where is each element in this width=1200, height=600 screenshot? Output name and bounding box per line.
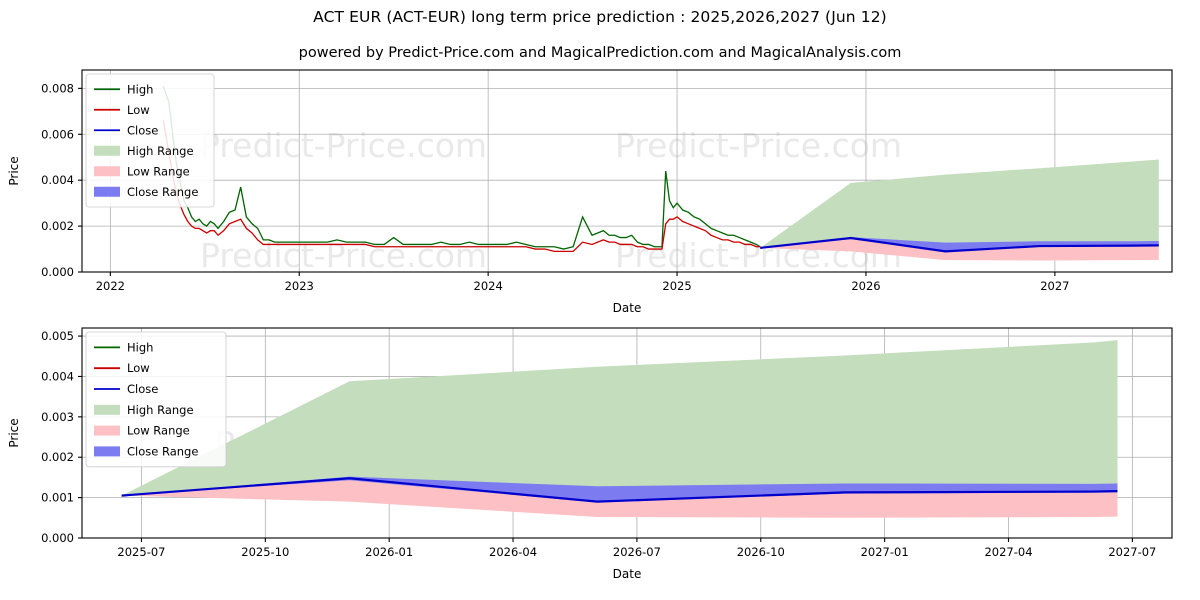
y-axis-title: Price: [7, 418, 21, 447]
high-range-band: [760, 159, 1159, 252]
y-tick-label: 0.002: [41, 219, 74, 233]
top-chart-panel: Predict-Price.com Predict-Price.com Predic…: [0, 62, 1200, 312]
page-subtitle: powered by Predict-Price.com and Magical…: [298, 45, 902, 61]
chart-legend: High Low Close High Range Low Range Close Ran…: [85, 73, 215, 208]
x-tick-label: 2025: [662, 279, 691, 293]
x-tick-label: 2027-04: [984, 545, 1032, 559]
legend-item-label: Low: [127, 361, 150, 375]
x-axis-title: Date: [613, 567, 642, 581]
axes: 0.000 0.001 0.002 0.003 0.004 0.005 2025-07 202…: [41, 329, 1156, 559]
x-tick-label: 2026-04: [489, 545, 537, 559]
legend-item-label: Close Range: [127, 185, 198, 199]
plot-border: [81, 327, 1173, 539]
close-line: [121, 477, 1118, 503]
bottom-chart-svg: Predict-Price.comPredict-Price.com0.0000…: [7, 327, 1173, 581]
y-tick-label: 0.005: [41, 329, 74, 343]
legend-item-label: High Range: [127, 144, 194, 158]
x-tick-label: 2023: [285, 279, 314, 293]
y-tick-label: 0.004: [41, 173, 74, 187]
watermark-text: Predict-Price.com: [615, 126, 902, 165]
watermark-group: Predict-Price.com Predict-Price.comPredic…: [200, 126, 902, 272]
page-title: ACT EUR (ACT-EUR) long term price predic…: [313, 8, 887, 26]
legend-patch-swatch: [94, 186, 120, 197]
legend-item-label: Close: [127, 382, 158, 396]
y-axis-title: Price: [7, 156, 21, 185]
y-tick-label: 0.004: [41, 369, 74, 383]
x-tick-label: 2026: [851, 279, 880, 293]
legend-patch-swatch: [94, 404, 120, 415]
x-tick-label: 2024: [474, 279, 503, 293]
y-tick-label: 0.000: [41, 531, 74, 545]
y-tick-label: 0.000: [41, 265, 74, 279]
legend-item-label: High: [127, 82, 153, 96]
x-tick-label: 2022: [96, 279, 125, 293]
chart-legend: High Low Close High Range Low Range Close Ran…: [85, 331, 227, 468]
plot-area: [162, 85, 1159, 261]
x-tick-label: 2026-07: [613, 545, 661, 559]
legend-item-label: Close Range: [127, 444, 198, 458]
x-tick-label: 2025-07: [117, 545, 165, 559]
plot-area: [121, 340, 1118, 518]
x-tick-label: 2025-10: [241, 545, 289, 559]
legend-patch-swatch: [94, 446, 120, 457]
high-line: [162, 85, 761, 250]
top-chart-svg: Predict-Price.com Predict-Price.comPredic…: [7, 69, 1173, 312]
legend-patch-swatch: [94, 145, 120, 156]
bottom-chart-panel: Predict-Price.comPredict-Price.com0.0000…: [0, 320, 1200, 595]
plot-border: [81, 69, 1173, 273]
legend-item-label: High: [127, 340, 153, 354]
close-range-band: [121, 476, 1118, 503]
legend-item-label: Close: [127, 123, 158, 137]
legend-item-label: High Range: [127, 403, 194, 417]
x-tick-label: 2027-01: [861, 545, 909, 559]
low-range-band: [121, 478, 1118, 518]
legend-item-label: Low: [127, 103, 150, 117]
legend-patch-swatch: [94, 425, 120, 436]
legend-item-label: Low Range: [127, 424, 190, 438]
x-tick-label: 2027-07: [1108, 545, 1156, 559]
close-line: [760, 236, 1159, 253]
y-tick-label: 0.002: [41, 450, 74, 464]
legend-background: [85, 331, 227, 468]
watermark-text: Predict-Price.com: [200, 126, 487, 165]
x-tick-label: 2027: [1040, 279, 1069, 293]
y-tick-label: 0.001: [41, 491, 74, 505]
legend-patch-swatch: [94, 166, 120, 177]
x-axis-title: Date: [613, 301, 642, 312]
x-tick-label: 2026-01: [365, 545, 413, 559]
y-tick-label: 0.006: [41, 127, 74, 141]
axes: 0.000 0.002 0.004 0.006 0.008 2022 2023 2024 202…: [41, 81, 1069, 293]
y-tick-label: 0.008: [41, 81, 74, 95]
low-range-band: [760, 238, 1159, 261]
close-range-band: [760, 237, 1159, 252]
y-tick-label: 0.003: [41, 410, 74, 424]
legend-item-label: Low Range: [127, 164, 190, 178]
high-range-band: [121, 340, 1118, 502]
low-line: [162, 120, 761, 252]
x-tick-label: 2026-10: [737, 545, 785, 559]
